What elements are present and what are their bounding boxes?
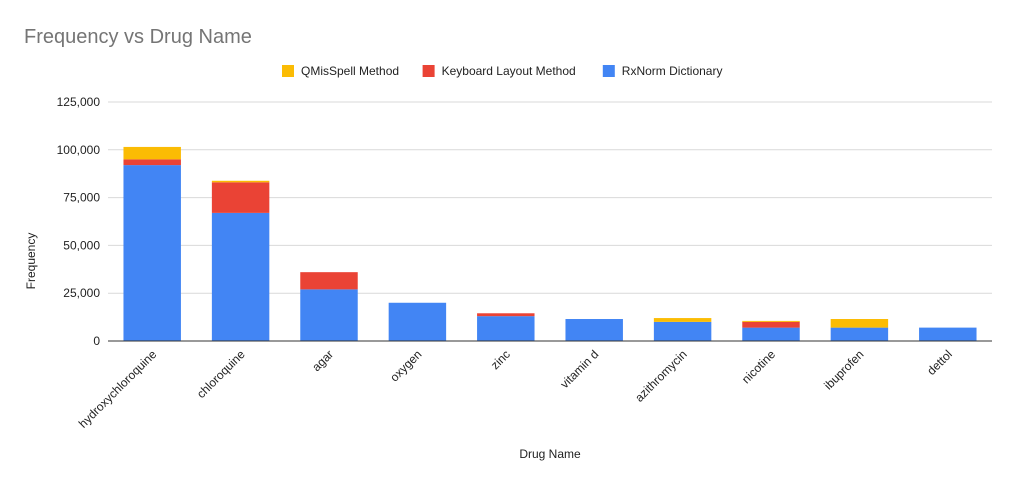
y-tick-label: 50,000: [63, 238, 100, 252]
bar-segment: [211, 182, 270, 213]
x-tick-label: zinc: [488, 347, 513, 372]
legend-swatch: [282, 65, 294, 77]
bar-segment: [742, 321, 800, 328]
x-tick-label: dettol: [924, 347, 955, 378]
x-tick-label: ibuprofen: [821, 347, 866, 392]
bar-segment: [653, 318, 712, 322]
bar-segment: [211, 212, 270, 341]
x-tick-label: vitamin d: [557, 347, 601, 391]
y-tick-label: 25,000: [63, 286, 100, 300]
bar-segment: [830, 327, 889, 341]
bar-segment: [742, 320, 800, 322]
bar-segment: [388, 302, 447, 341]
bar-segment: [477, 316, 535, 341]
bar-segment: [742, 327, 800, 341]
bar-segment: [123, 146, 181, 160]
x-tick-label: chloroquine: [194, 347, 248, 401]
legend-swatch: [422, 65, 435, 77]
legend-swatch: [602, 65, 615, 77]
bar-segment: [565, 319, 623, 341]
y-tick-label: 75,000: [63, 191, 100, 205]
bars: [123, 146, 977, 341]
bar-segment: [919, 327, 977, 341]
legend-label: QMisSpell Method: [301, 64, 399, 78]
legend-label: RxNorm Dictionary: [622, 64, 723, 78]
bar-segment: [830, 319, 889, 328]
x-axis-ticks: hydroxychloroquine chloroquine agar oxygen z…: [76, 347, 955, 431]
y-axis-title: Frequency: [24, 233, 38, 290]
bar-segment: [211, 180, 270, 183]
bar-segment: [300, 272, 358, 290]
chart-title: Frequency vs Drug Name: [24, 26, 252, 48]
x-tick-label: agar: [309, 347, 336, 374]
legend-label: Keyboard Layout Method: [442, 64, 576, 78]
bar-segment: [477, 313, 535, 317]
y-tick-label: 125,000: [57, 95, 101, 109]
y-tick-label: 100,000: [57, 143, 101, 157]
x-tick-label: oxygen: [387, 347, 424, 384]
bar-segment: [123, 159, 181, 166]
x-tick-label: nicotine: [739, 347, 778, 386]
x-tick-label: hydroxychloroquine: [76, 347, 160, 431]
bar-segment: [123, 165, 181, 341]
x-tick-label: azithromycin: [632, 347, 690, 405]
legend: QMisSpell Method Keyboard Layout Method Rx…: [282, 64, 722, 78]
bar-segment: [653, 321, 712, 341]
x-axis-title: Drug Name: [519, 447, 581, 461]
y-axis-ticks: 0 25,000 50,000 75,000 100,000 125,000: [57, 95, 101, 348]
y-tick-label: 0: [93, 334, 100, 348]
bar-segment: [300, 289, 358, 341]
